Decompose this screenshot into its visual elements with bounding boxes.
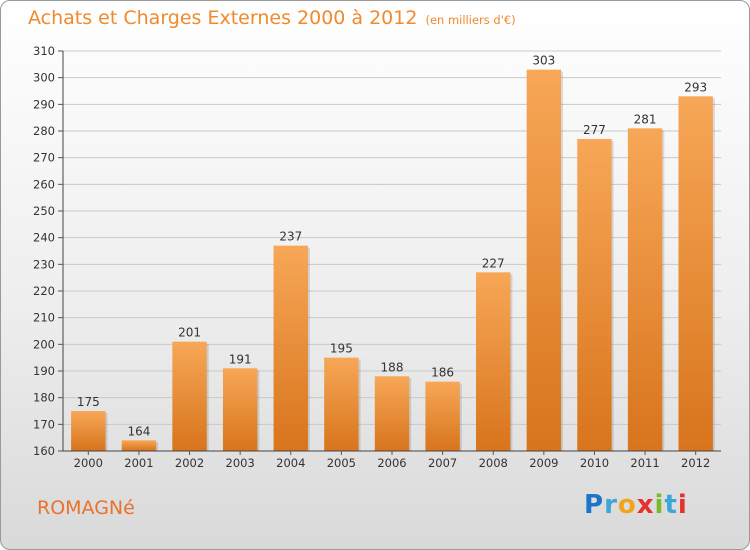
logo-letter: i <box>677 490 688 520</box>
logo-letter: o <box>617 490 637 520</box>
data-label: 164 <box>127 424 150 438</box>
data-label: 237 <box>279 230 302 244</box>
y-tick-label: 160 <box>33 444 55 458</box>
logo-letter: i <box>654 490 665 520</box>
y-tick-label: 250 <box>33 204 55 218</box>
data-label: 175 <box>77 395 100 409</box>
y-tick-label: 220 <box>33 284 55 298</box>
y-axis-ticks: 160 170 180 190 200 210 220 230 240 250 260 270 280 2… <box>33 44 721 458</box>
x-tick-label: 2002 <box>175 456 204 470</box>
data-label: 303 <box>532 54 555 68</box>
y-tick-label: 200 <box>33 337 55 351</box>
chart-subtitle: (en milliers d'€) <box>425 13 516 27</box>
data-label: 281 <box>634 112 657 126</box>
y-tick-label: 210 <box>33 311 55 325</box>
logo-letter: x <box>636 490 655 520</box>
bar <box>577 139 612 451</box>
y-tick-label: 180 <box>33 391 55 405</box>
logo-letter: r <box>604 490 618 520</box>
data-label: 277 <box>583 123 606 137</box>
x-tick-label: 2011 <box>630 456 659 470</box>
y-tick-label: 270 <box>33 151 55 165</box>
bar <box>71 411 106 451</box>
x-tick-label: 2001 <box>124 456 153 470</box>
y-tick-label: 240 <box>33 231 55 245</box>
chart-title: Achats et Charges Externes 2000 à 2012 (e… <box>28 7 516 29</box>
x-tick-label: 2005 <box>327 456 356 470</box>
x-tick-label: 2009 <box>529 456 558 470</box>
x-axis-ticks: 2000 2001 2002 2003 2004 2005 2006 2007 2008 2009… <box>74 451 710 470</box>
y-tick-label: 280 <box>33 124 55 138</box>
bar <box>627 128 663 451</box>
logo-letter: t <box>664 490 678 520</box>
y-tick-label: 260 <box>33 177 55 191</box>
y-tick-label: 170 <box>33 417 55 431</box>
x-tick-label: 2003 <box>226 456 255 470</box>
bar <box>678 96 713 451</box>
bar <box>324 357 359 451</box>
x-tick-label: 2000 <box>74 456 103 470</box>
data-label: 293 <box>684 80 707 94</box>
commune-name: ROMAGNé <box>37 497 135 519</box>
proxiti-logo: Proxiti <box>584 490 688 520</box>
x-tick-label: 2008 <box>479 456 508 470</box>
x-tick-label: 2012 <box>681 456 710 470</box>
x-tick-label: 2007 <box>428 456 457 470</box>
bar <box>222 368 258 451</box>
bar <box>425 381 460 451</box>
bar <box>172 341 207 451</box>
data-label: 227 <box>482 256 505 270</box>
data-label: 195 <box>330 342 353 356</box>
y-tick-label: 190 <box>33 364 55 378</box>
bar <box>526 69 562 452</box>
data-label: 191 <box>229 352 252 366</box>
data-label: 188 <box>381 360 404 374</box>
x-tick-label: 2004 <box>276 456 305 470</box>
bar <box>121 440 157 451</box>
y-tick-label: 300 <box>33 71 55 85</box>
bars <box>71 69 715 452</box>
y-tick-label: 290 <box>33 97 55 111</box>
x-tick-label: 2006 <box>377 456 406 470</box>
bar <box>273 245 308 451</box>
y-tick-label: 310 <box>33 44 55 58</box>
x-tick-label: 2010 <box>580 456 609 470</box>
data-label: 201 <box>178 326 201 340</box>
logo-letter: P <box>584 490 605 520</box>
bar <box>374 376 410 451</box>
data-label: 186 <box>431 366 454 380</box>
y-tick-label: 230 <box>33 257 55 271</box>
bar <box>476 272 511 451</box>
data-labels: 175 164 201 191 237 195 188 186 227 303 277 281 293 <box>77 54 707 439</box>
chart-title-text: Achats et Charges Externes 2000 à 2012 <box>28 7 418 29</box>
